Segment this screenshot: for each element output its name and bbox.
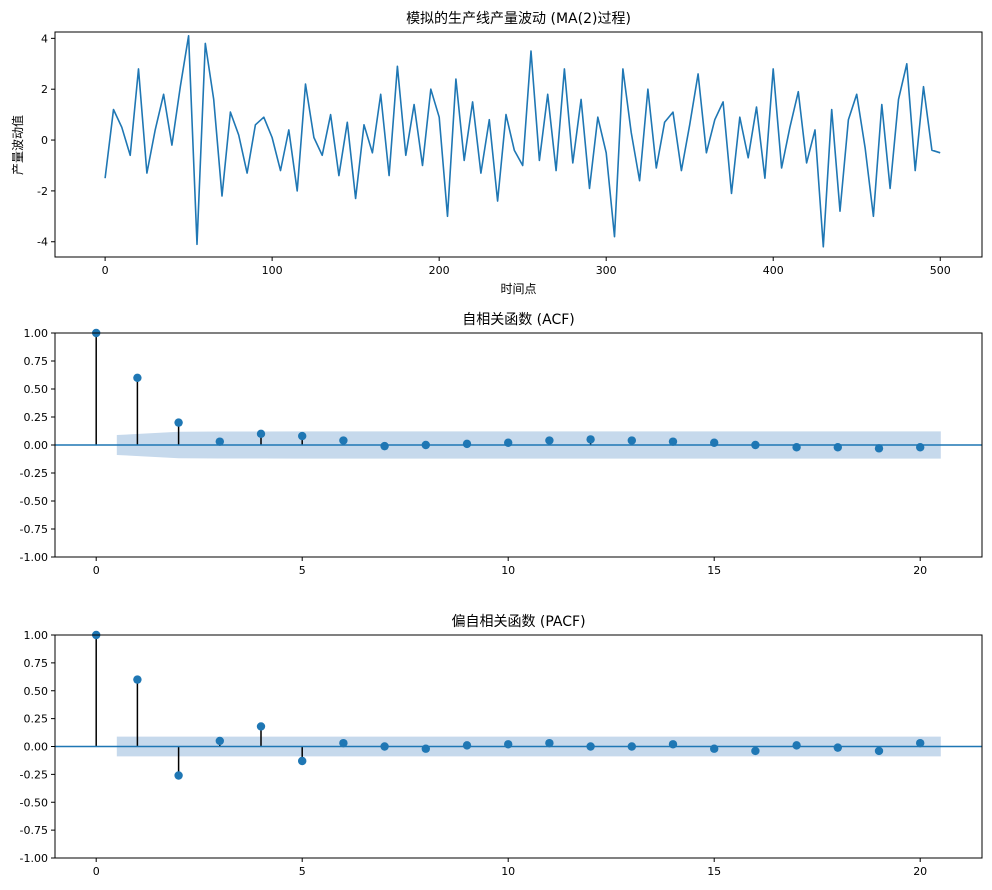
stem-marker xyxy=(874,746,884,756)
acf-x-tick-label: 0 xyxy=(93,564,100,577)
pacf-y-tick-label: 0.75 xyxy=(24,657,49,670)
pacf-x-ticks: 0 5 10 15 20 xyxy=(93,858,927,878)
stem-marker xyxy=(256,722,266,731)
stem-marker xyxy=(627,436,636,445)
stem-marker xyxy=(298,431,307,441)
acf-y-ticks: -1.00 -0.75 -0.50 -0.25 0.00 0.25 0.50 0.75 1.00 xyxy=(20,327,55,564)
stem-marker xyxy=(133,373,142,382)
pacf-y-tick-label: 0.00 xyxy=(24,741,49,754)
stem-marker xyxy=(462,439,472,449)
stem-marker xyxy=(668,437,678,446)
acf-y-tick-label: 0.00 xyxy=(24,439,49,452)
acf-y-tick-label: -0.50 xyxy=(20,495,48,508)
time-series-frame xyxy=(54,31,983,258)
pacf-x-tick-label: 0 xyxy=(93,865,100,878)
stem-marker xyxy=(874,444,884,453)
time-series-y-tick-label: -4 xyxy=(37,236,48,249)
stem-marker xyxy=(174,418,183,427)
pacf-y-tick-label: -1.00 xyxy=(20,852,48,865)
series-line xyxy=(104,34,941,248)
pacf-y-tick-label: -0.75 xyxy=(20,824,48,837)
acf-x-tick-label: 20 xyxy=(913,564,927,577)
acf-y-tick-label: 0.75 xyxy=(24,355,49,368)
time-series-x-label: 时间点 xyxy=(500,282,536,296)
acf-y-tick-label: 0.25 xyxy=(24,411,49,424)
acf-y-tick-label: -0.25 xyxy=(20,467,48,480)
stem-marker xyxy=(256,429,266,438)
time-series-plot-area xyxy=(104,34,941,248)
time-series-y-tick-label: 4 xyxy=(41,32,48,45)
time-series-x-ticks: 0 100 200 300 400 500 xyxy=(102,257,951,277)
time-series-x-tick-label: 400 xyxy=(763,264,784,277)
pacf-x-tick-label: 10 xyxy=(501,865,515,878)
acf-title: 自相关函数 (ACF) xyxy=(462,312,575,328)
pacf-y-tick-label: -0.25 xyxy=(20,768,48,781)
pacf-panel: 偏自相关函数 (PACF) 0 5 10 15 20 -1.00 -0.75 -0.50 -0… xyxy=(20,614,983,878)
stem-marker xyxy=(215,736,224,746)
pacf-y-tick-label: 0.25 xyxy=(24,713,49,726)
stem-marker xyxy=(545,436,554,445)
time-series-y-ticks: -4 -2 0 2 4 xyxy=(37,32,55,249)
pacf-y-tick-label: 0.50 xyxy=(24,685,49,698)
time-series-x-tick-label: 200 xyxy=(429,264,450,277)
pacf-x-tick-label: 15 xyxy=(707,865,721,878)
time-series-x-tick-label: 300 xyxy=(596,264,617,277)
acf-y-tick-label: -0.75 xyxy=(20,523,48,536)
pacf-plot-area xyxy=(55,630,982,780)
acf-x-tick-label: 15 xyxy=(707,564,721,577)
time-series-x-tick-label: 100 xyxy=(262,264,283,277)
time-series-title: 模拟的生产线产量波动 (MA(2)过程) xyxy=(406,11,631,27)
acf-x-ticks: 0 5 10 15 20 xyxy=(93,557,927,577)
time-series-y-tick-label: 2 xyxy=(41,83,48,96)
time-series-x-tick-label: 500 xyxy=(930,264,951,277)
pacf-y-ticks: -1.00 -0.75 -0.50 -0.25 0.00 0.25 0.50 0.75 1.00 xyxy=(20,629,55,865)
time-series-y-tick-label: -2 xyxy=(37,185,48,198)
acf-plot-area xyxy=(55,328,982,459)
acf-y-tick-label: 0.50 xyxy=(24,383,49,396)
stem-marker xyxy=(545,738,554,748)
stem-marker xyxy=(792,741,801,750)
pacf-title: 偏自相关函数 (PACF) xyxy=(451,614,585,630)
stem-marker xyxy=(751,746,760,756)
stem-marker xyxy=(174,771,183,780)
acf-y-tick-label: -1.00 xyxy=(20,551,48,564)
stem-marker xyxy=(833,743,842,752)
stem-marker xyxy=(339,436,348,445)
time-series-x-tick-label: 0 xyxy=(102,264,109,277)
time-series-y-label: 产量波动值 xyxy=(10,115,25,175)
pacf-y-tick-label: 1.00 xyxy=(24,629,49,642)
stem-marker xyxy=(380,441,389,451)
pacf-y-tick-label: -0.50 xyxy=(20,796,48,809)
stem-marker xyxy=(215,437,224,446)
stem-marker xyxy=(916,738,925,748)
stem-marker xyxy=(298,756,307,766)
time-series-panel: 模拟的生产线产量波动 (MA(2)过程) 0 100 200 300 400 500 -4… xyxy=(10,11,983,296)
time-series-y-tick-label: 0 xyxy=(41,134,48,147)
pacf-x-tick-label: 5 xyxy=(299,865,306,878)
stem-marker xyxy=(133,675,142,684)
stem-marker xyxy=(586,435,595,444)
stem-marker xyxy=(462,741,472,750)
acf-x-tick-label: 5 xyxy=(299,564,306,577)
stem-marker xyxy=(339,738,348,748)
acf-y-tick-label: 1.00 xyxy=(24,327,49,340)
pacf-x-tick-label: 20 xyxy=(913,865,927,878)
acf-x-tick-label: 10 xyxy=(501,564,515,577)
acf-panel: 自相关函数 (ACF) 0 5 10 15 20 -1.00 -0.75 -0.50 -0.2… xyxy=(20,312,983,577)
